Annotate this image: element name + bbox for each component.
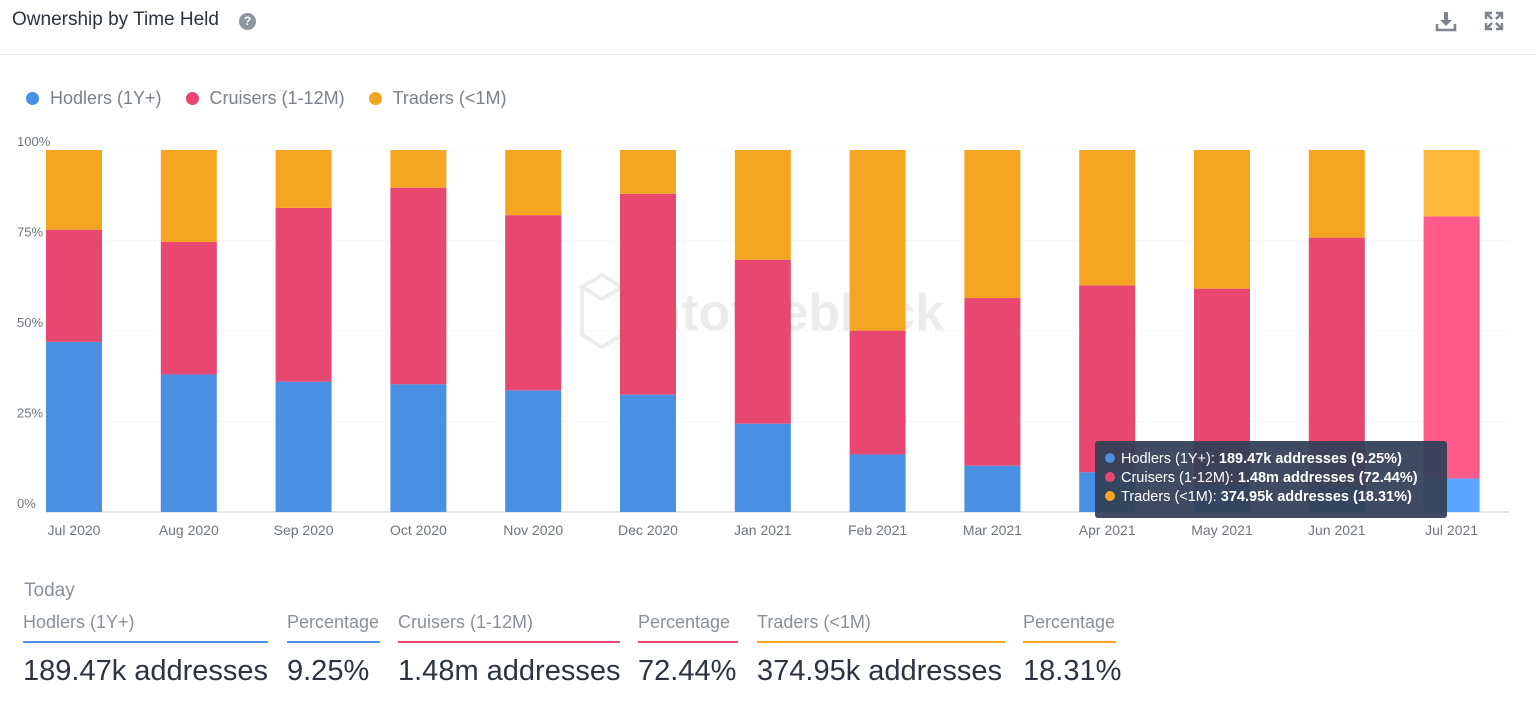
bar-segment[interactable] xyxy=(620,394,676,512)
x-tick-label: Mar 2021 xyxy=(963,522,1022,538)
stat-value: 72.44% xyxy=(638,655,737,687)
chart-tooltip: Hodlers (1Y+): 189.47k addresses (9.25%)… xyxy=(1095,441,1447,518)
stacked-bar-chart: intotheblock 0%25%50%75%100%Jul 2020Aug … xyxy=(17,134,1509,538)
x-tick-label: Aug 2020 xyxy=(159,522,219,538)
stat-value: 189.47k addresses xyxy=(23,655,269,687)
y-tick-label: 0% xyxy=(17,496,36,511)
bar-segment[interactable] xyxy=(849,150,906,331)
bar-segment[interactable] xyxy=(160,241,217,375)
download-icon[interactable] xyxy=(1434,9,1458,33)
bar-segment[interactable] xyxy=(505,150,562,216)
bar-segment[interactable] xyxy=(849,330,906,455)
bar-segment[interactable] xyxy=(734,150,791,260)
x-tick-label: Jun 2021 xyxy=(1308,522,1366,538)
stat-hodlers-percentage: Percentage 9.25% xyxy=(287,612,380,688)
stat-traders: Traders (<1M) 374.95k addresses xyxy=(757,612,1005,688)
bar-segment[interactable] xyxy=(620,150,676,194)
stat-value: 9.25% xyxy=(287,655,370,687)
stat-value: 18.31% xyxy=(1023,655,1122,687)
legend-dot xyxy=(185,91,199,105)
tooltip-row-hodlers: Hodlers (1Y+): 189.47k addresses (9.25%) xyxy=(1105,451,1402,467)
x-tick-label: Dec 2020 xyxy=(618,522,678,538)
bar-segment[interactable] xyxy=(390,187,447,385)
bar-segment[interactable] xyxy=(275,207,332,382)
y-tick-label: 25% xyxy=(17,406,43,421)
bar-segment[interactable] xyxy=(505,215,562,391)
bar-segment[interactable] xyxy=(964,465,1021,512)
today-heading: Today xyxy=(24,580,75,601)
stat-value: 1.48m addresses xyxy=(398,655,621,687)
x-tick-label: Apr 2021 xyxy=(1079,522,1136,538)
x-tick-label: Sep 2020 xyxy=(274,522,334,538)
legend-label: Cruisers (1-12M) xyxy=(209,87,345,108)
x-tick-label: Jan 2021 xyxy=(734,522,792,538)
y-tick-label: 100% xyxy=(17,134,51,149)
bar-segment[interactable] xyxy=(390,384,447,512)
bar-segment[interactable] xyxy=(46,229,102,342)
bar-segment[interactable] xyxy=(964,298,1021,466)
stat-label: Percentage xyxy=(1023,612,1116,643)
bar-segment[interactable] xyxy=(734,259,791,424)
stat-label: Percentage xyxy=(287,612,380,643)
question-circle-icon[interactable]: ? xyxy=(239,13,256,30)
bar-segment[interactable] xyxy=(160,150,217,242)
legend-dot xyxy=(26,91,39,105)
tooltip-value: 1.48m addresses (72.44%) xyxy=(1237,470,1418,486)
stat-hodlers: Hodlers (1Y+) 189.47k addresses xyxy=(23,612,268,688)
bar-segment[interactable] xyxy=(1423,216,1480,479)
tooltip-label: Traders (<1M): xyxy=(1121,489,1221,505)
y-tick-label: 75% xyxy=(17,225,43,240)
legend-item-cruisers[interactable]: Cruisers (1-12M) xyxy=(185,87,345,109)
tooltip-dot xyxy=(1105,472,1115,482)
bar-segment[interactable] xyxy=(275,381,332,512)
legend-label: Hodlers (1Y+) xyxy=(50,87,162,108)
stat-label: Cruisers (1-12M) xyxy=(398,612,620,643)
tooltip-label: Cruisers (1-12M): xyxy=(1121,470,1238,486)
x-tick-label: Jul 2020 xyxy=(48,522,101,538)
bar-segment[interactable] xyxy=(1194,150,1250,289)
bar-segment[interactable] xyxy=(734,423,791,512)
bar-segment[interactable] xyxy=(275,150,332,208)
tooltip-label: Hodlers (1Y+): xyxy=(1121,451,1219,467)
x-tick-label: May 2021 xyxy=(1191,522,1253,538)
tooltip-value: 374.95k addresses (18.31%) xyxy=(1220,489,1412,505)
bar-segment[interactable] xyxy=(964,150,1021,299)
bar-segment[interactable] xyxy=(1423,150,1480,217)
bar-segment[interactable] xyxy=(46,150,102,230)
stat-cruisers: Cruisers (1-12M) 1.48m addresses xyxy=(398,612,620,688)
tooltip-dot xyxy=(1105,453,1115,463)
tooltip-row-cruisers: Cruisers (1-12M): 1.48m addresses (72.44… xyxy=(1105,470,1418,486)
chart-title: Ownership by Time Held xyxy=(12,9,219,30)
x-tick-label: Oct 2020 xyxy=(390,522,447,538)
stat-label: Traders (<1M) xyxy=(757,612,1005,643)
tooltip-row-traders: Traders (<1M): 374.95k addresses (18.31%… xyxy=(1105,489,1412,505)
bar-segment[interactable] xyxy=(390,150,447,188)
bar-segment[interactable] xyxy=(1308,150,1365,238)
stat-value: 374.95k addresses xyxy=(757,655,1003,687)
bar-segment[interactable] xyxy=(1079,150,1136,286)
bar-segment[interactable] xyxy=(46,341,102,512)
x-tick-label: Jul 2021 xyxy=(1425,522,1478,538)
bar-segment[interactable] xyxy=(620,193,676,395)
stat-cruisers-percentage: Percentage 72.44% xyxy=(638,612,738,688)
bar-segment[interactable] xyxy=(849,454,906,512)
legend-label: Traders (<1M) xyxy=(392,87,507,108)
chart-legend: Hodlers (1Y+) Cruisers (1-12M) Traders (… xyxy=(26,86,530,110)
stat-label: Hodlers (1Y+) xyxy=(23,612,268,643)
stat-traders-percentage: Percentage 18.31% xyxy=(1023,612,1121,688)
tooltip-value: 189.47k addresses (9.25%) xyxy=(1218,451,1402,467)
y-tick-label: 50% xyxy=(17,315,43,330)
legend-dot xyxy=(368,91,382,105)
bar-segment[interactable] xyxy=(505,390,562,512)
tooltip-dot xyxy=(1105,491,1115,501)
bar-segment[interactable] xyxy=(160,374,217,512)
chart-header: Ownership by Time Held ? xyxy=(0,0,1536,55)
expand-icon[interactable] xyxy=(1482,9,1506,33)
x-tick-label: Feb 2021 xyxy=(848,522,907,538)
legend-item-traders[interactable]: Traders (<1M) xyxy=(368,87,507,109)
legend-item-hodlers[interactable]: Hodlers (1Y+) xyxy=(26,88,162,109)
x-tick-label: Nov 2020 xyxy=(503,522,563,538)
stat-label: Percentage xyxy=(638,612,738,643)
